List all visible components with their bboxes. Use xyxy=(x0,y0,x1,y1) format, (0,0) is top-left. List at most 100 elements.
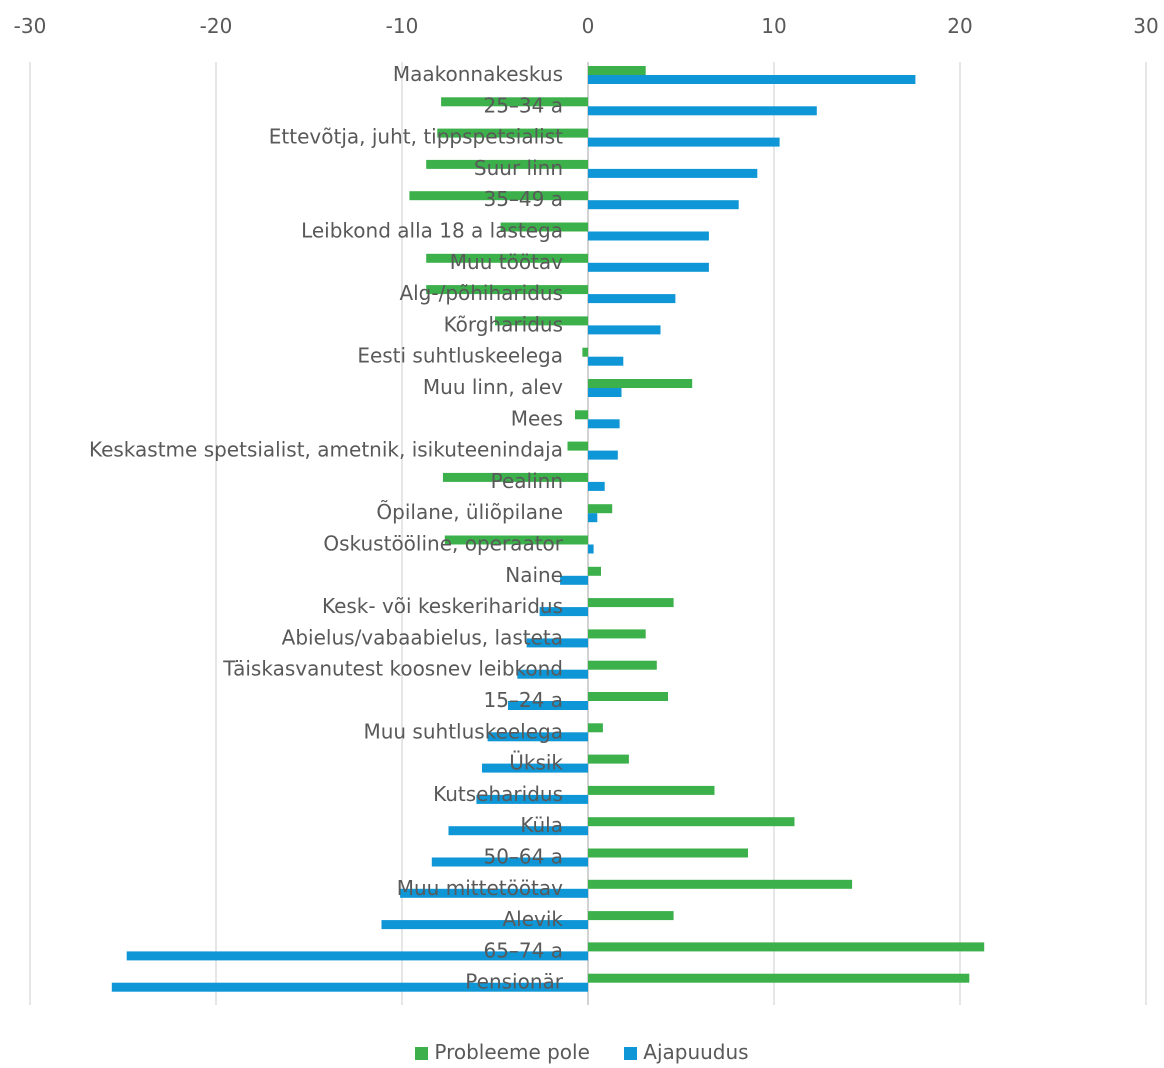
category-label: Õpilane, üliõpilane xyxy=(376,500,563,524)
bar-ajapuudus xyxy=(431,857,588,867)
bar-ajapuudus xyxy=(400,888,588,898)
chart: -30 -20 -10 0 10 20 30 Maakonnakeskus 25–34 a Et… xyxy=(14,14,1159,1005)
category-label: Suur linn xyxy=(474,156,563,180)
bar-probleeme-pole xyxy=(575,410,588,420)
bar-ajapuudus xyxy=(588,356,624,366)
bar-ajapuudus xyxy=(588,200,739,210)
bar-ajapuudus xyxy=(126,951,588,961)
category-label: 50–64 a xyxy=(483,845,563,869)
bar-probleeme-pole xyxy=(426,159,588,169)
bar-ajapuudus xyxy=(111,982,589,992)
category-label: 65–74 a xyxy=(483,938,563,962)
bar-probleeme-pole xyxy=(442,472,588,482)
bar-ajapuudus xyxy=(588,481,605,491)
bar-ajapuudus xyxy=(482,763,588,773)
category-label: Mees xyxy=(511,406,563,430)
category-label: Kesk- või keskeriharidus xyxy=(322,594,563,618)
category-label: Eesti suhtluskeelega xyxy=(357,344,563,368)
x-tick-label: -10 xyxy=(386,14,419,38)
x-tick-label: -30 xyxy=(14,14,47,38)
bar-probleeme-pole xyxy=(588,566,601,576)
bar-probleeme-pole xyxy=(588,598,674,608)
category-label: Naine xyxy=(505,563,563,587)
x-tick-label: 20 xyxy=(947,14,972,38)
bar-ajapuudus xyxy=(588,450,618,460)
bar-ajapuudus xyxy=(588,262,709,272)
bar-ajapuudus xyxy=(588,419,620,429)
bar-probleeme-pole xyxy=(441,97,588,107)
bar-ajapuudus xyxy=(588,513,598,523)
category-label: Muu linn, alev xyxy=(423,375,563,399)
category-label: Küla xyxy=(520,813,563,837)
category-label: Keskastme spetsialist, ametnik, isikutee… xyxy=(89,438,563,462)
bar-probleeme-pole xyxy=(582,347,588,357)
category-label: Alevik xyxy=(502,907,563,931)
bar-probleeme-pole xyxy=(409,191,588,201)
bar-ajapuudus xyxy=(539,607,588,617)
category-label: Maakonnakeskus xyxy=(393,62,563,86)
bar-probleeme-pole xyxy=(588,817,795,827)
category-label: Kõrgharidus xyxy=(444,312,563,336)
category-label: 15–24 a xyxy=(483,688,563,712)
bar-probleeme-pole xyxy=(426,253,588,263)
category-label: 35–49 a xyxy=(483,187,563,211)
legend-swatch-ajapuudus xyxy=(624,1047,638,1060)
legend-item-probleeme-pole: Probleeme pole xyxy=(415,1040,590,1064)
bar-probleeme-pole xyxy=(588,754,629,764)
bar-ajapuudus xyxy=(476,794,588,804)
category-label: Abielus/vabaabielus, lasteta xyxy=(282,625,563,649)
category-label: Pealinn xyxy=(491,469,563,493)
bar-ajapuudus xyxy=(588,294,676,304)
legend-label-ajapuudus: Ajapuudus xyxy=(643,1040,749,1064)
category-label: Alg-/põhiharidus xyxy=(399,281,563,305)
bar-probleeme-pole xyxy=(588,379,693,388)
category-label: Pensionär xyxy=(465,970,563,994)
x-tick-label: 30 xyxy=(1133,14,1158,38)
x-axis-tick-labels: -30 -20 -10 0 10 20 30 xyxy=(14,14,1159,38)
bar-probleeme-pole xyxy=(588,504,613,514)
bar-probleeme-pole xyxy=(588,660,657,670)
bar-probleeme-pole xyxy=(588,629,646,639)
bar-probleeme-pole xyxy=(588,879,853,889)
bar-probleeme-pole xyxy=(588,973,970,983)
x-tick-label: 0 xyxy=(582,14,595,38)
bar-ajapuudus xyxy=(526,638,588,648)
bar-probleeme-pole xyxy=(588,723,603,733)
bar-probleeme-pole xyxy=(437,128,588,138)
bar-ajapuudus xyxy=(588,388,622,397)
category-label: Üksik xyxy=(509,751,563,775)
category-label: Täiskasvanutest koosnev leibkond xyxy=(222,657,563,681)
bar-ajapuudus xyxy=(487,732,588,742)
bar-ajapuudus xyxy=(588,325,661,335)
bar-ajapuudus xyxy=(588,168,758,178)
bar-ajapuudus xyxy=(560,575,588,585)
legend-item-ajapuudus: Ajapuudus xyxy=(624,1040,749,1064)
bar-probleeme-pole xyxy=(588,785,715,795)
bar-probleeme-pole xyxy=(567,441,588,451)
x-tick-label: 10 xyxy=(761,14,786,38)
category-label: Oskustööline, operaator xyxy=(323,532,563,556)
legend-label-probleeme-pole: Probleeme pole xyxy=(434,1040,590,1064)
bar-ajapuudus xyxy=(588,75,916,84)
category-label: Muu suhtluskeelega xyxy=(363,719,563,743)
category-label: 25–34 a xyxy=(483,93,563,117)
x-tick-label: -20 xyxy=(200,14,233,38)
bar-probleeme-pole xyxy=(444,535,588,545)
bar-ajapuudus xyxy=(588,544,594,554)
category-label: Ettevõtja, juht, tippspetsialist xyxy=(269,125,563,149)
bar-probleeme-pole xyxy=(426,285,588,295)
bar-probleeme-pole xyxy=(588,692,668,701)
bar-ajapuudus xyxy=(588,106,817,116)
bar-probleeme-pole xyxy=(588,848,748,858)
bar-ajapuudus xyxy=(381,920,588,930)
bars xyxy=(111,66,985,992)
category-label: Kutseharidus xyxy=(433,782,563,806)
bar-probleeme-pole xyxy=(500,222,588,232)
bar-probleeme-pole xyxy=(588,911,674,921)
category-label: Leibkond alla 18 a lastega xyxy=(301,219,563,243)
bar-ajapuudus xyxy=(508,701,588,710)
bar-probleeme-pole xyxy=(588,942,985,952)
gridlines xyxy=(29,62,1147,1005)
category-label: Muu töötav xyxy=(450,250,563,274)
legend: Probleeme pole Ajapuudus xyxy=(0,1040,1164,1064)
